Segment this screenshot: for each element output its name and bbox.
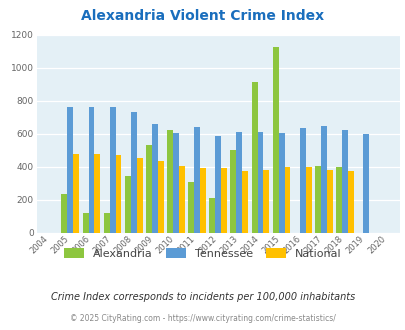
Bar bbox=[299, 128, 305, 233]
Bar bbox=[73, 154, 79, 233]
Bar bbox=[67, 107, 73, 233]
Bar bbox=[215, 136, 221, 233]
Bar bbox=[305, 167, 311, 233]
Bar bbox=[188, 182, 194, 233]
Bar bbox=[179, 166, 184, 233]
Bar bbox=[347, 171, 353, 233]
Bar bbox=[167, 130, 173, 233]
Bar bbox=[94, 154, 100, 233]
Text: Alexandria Violent Crime Index: Alexandria Violent Crime Index bbox=[81, 9, 324, 23]
Bar bbox=[136, 157, 142, 233]
Bar bbox=[284, 168, 290, 233]
Text: © 2025 CityRating.com - https://www.cityrating.com/crime-statistics/: © 2025 CityRating.com - https://www.city… bbox=[70, 314, 335, 323]
Bar bbox=[320, 126, 326, 233]
Bar bbox=[221, 168, 226, 233]
Bar bbox=[326, 170, 332, 233]
Bar bbox=[242, 171, 247, 233]
Bar bbox=[130, 112, 136, 233]
Bar bbox=[209, 198, 215, 233]
Bar bbox=[103, 213, 109, 233]
Bar bbox=[278, 133, 284, 233]
Bar bbox=[158, 161, 163, 233]
Bar bbox=[109, 107, 115, 233]
Legend: Alexandria, Tennessee, National: Alexandria, Tennessee, National bbox=[60, 244, 345, 263]
Bar bbox=[272, 47, 278, 233]
Bar bbox=[257, 132, 263, 233]
Bar bbox=[341, 130, 347, 233]
Bar bbox=[230, 150, 236, 233]
Bar bbox=[82, 213, 88, 233]
Bar bbox=[173, 133, 179, 233]
Bar bbox=[115, 155, 121, 233]
Bar bbox=[314, 166, 320, 233]
Bar bbox=[61, 194, 67, 233]
Bar bbox=[200, 168, 205, 233]
Bar bbox=[151, 124, 158, 233]
Bar bbox=[125, 176, 130, 233]
Bar bbox=[236, 132, 242, 233]
Bar bbox=[263, 170, 269, 233]
Bar bbox=[251, 82, 257, 233]
Bar bbox=[335, 167, 341, 233]
Bar bbox=[146, 145, 151, 233]
Bar bbox=[194, 127, 200, 233]
Bar bbox=[362, 134, 368, 233]
Bar bbox=[88, 107, 94, 233]
Text: Crime Index corresponds to incidents per 100,000 inhabitants: Crime Index corresponds to incidents per… bbox=[51, 292, 354, 302]
